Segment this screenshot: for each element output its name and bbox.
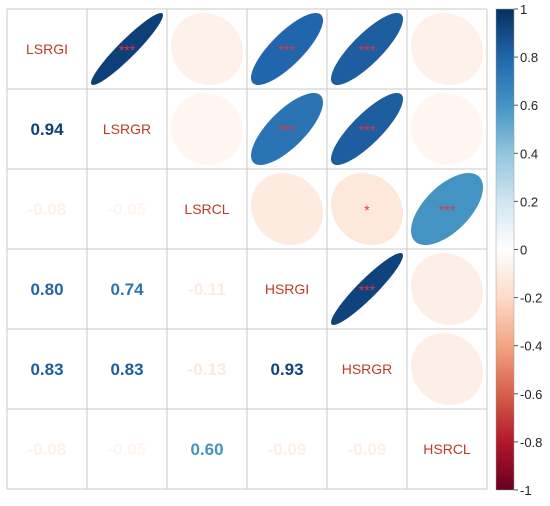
colorbar-tick-label: 0.4: [520, 146, 538, 161]
matrix-cells: LSRGI *** *** *** 0.94 LSRGR *** *** -0.08 -0.05 L…: [26, 12, 484, 459]
correlation-value: -0.08: [28, 200, 67, 219]
correlation-ellipse: [331, 253, 403, 325]
correlation-ellipse: [410, 252, 484, 326]
correlation-value: 0.83: [110, 360, 143, 379]
colorbar: 1 0.8 0.6 0.4 0.2 0 -0.2 -0.4 -0.6 -0.8 -1: [495, 2, 542, 498]
colorbar-tick-label: 0.6: [520, 98, 538, 113]
colorbar-tick-label: 0.8: [520, 50, 538, 65]
significance-marker: ***: [119, 42, 136, 58]
correlation-value: 0.93: [270, 360, 303, 379]
significance-marker: *: [364, 202, 370, 218]
significance-marker: ***: [359, 122, 376, 138]
correlation-ellipse: [410, 332, 484, 406]
diagonal-label: HSRGI: [265, 281, 309, 297]
correlation-value: -0.08: [28, 440, 67, 459]
correlation-ellipse: [331, 13, 403, 85]
correlation-value: -0.11: [188, 280, 226, 299]
correlation-value: -0.09: [348, 440, 387, 459]
correlation-value: 0.74: [110, 280, 144, 299]
correlation-value: -0.05: [108, 200, 147, 219]
diagonal-label: HSRGR: [342, 361, 393, 377]
correlation-value: 0.60: [190, 440, 223, 459]
significance-marker: ***: [359, 282, 376, 298]
correlation-ellipse: [410, 172, 484, 246]
correlation-ellipse: [331, 93, 403, 165]
correlation-ellipse: [410, 92, 484, 166]
diagonal-label: HSRCL: [423, 441, 471, 457]
correlation-ellipse: [251, 173, 323, 245]
colorbar-gradient: [495, 8, 515, 491]
diagonal-label: LSRGI: [26, 41, 68, 57]
colorbar-tick-label: -0.4: [520, 339, 542, 354]
correlation-ellipse: [411, 13, 483, 85]
significance-marker: ***: [359, 42, 376, 58]
correlation-value: 0.83: [30, 360, 63, 379]
colorbar-tick-label: -0.6: [520, 387, 542, 402]
colorbar-tick-label: -1: [520, 483, 532, 498]
correlation-value: 0.94: [30, 120, 64, 139]
correlation-value: -0.09: [268, 440, 307, 459]
correlation-value: -0.05: [108, 440, 147, 459]
correlation-ellipse: [330, 172, 404, 246]
correlation-value: -0.13: [188, 360, 227, 379]
colorbar-tick-label: 0: [520, 243, 527, 258]
diagonal-label: LSRCL: [184, 201, 229, 217]
colorbar-tick-label: 0.2: [520, 194, 538, 209]
correlation-ellipse: [250, 12, 324, 86]
correlation-ellipse: [171, 13, 243, 85]
significance-marker: ***: [279, 42, 296, 58]
matrix-grid: [6, 8, 488, 490]
significance-marker: ***: [279, 122, 296, 138]
colorbar-tick-label: -0.2: [520, 291, 542, 306]
colorbar-tick-label: 1: [520, 2, 527, 17]
correlation-value: 0.80: [30, 280, 63, 299]
correlation-ellipse: [250, 92, 324, 166]
colorbar-tick-label: -0.8: [520, 435, 542, 450]
correlation-ellipse: [170, 92, 244, 166]
significance-marker: ***: [439, 202, 456, 218]
diagonal-label: LSRGR: [103, 121, 151, 137]
correlation-ellipse: [91, 13, 163, 85]
